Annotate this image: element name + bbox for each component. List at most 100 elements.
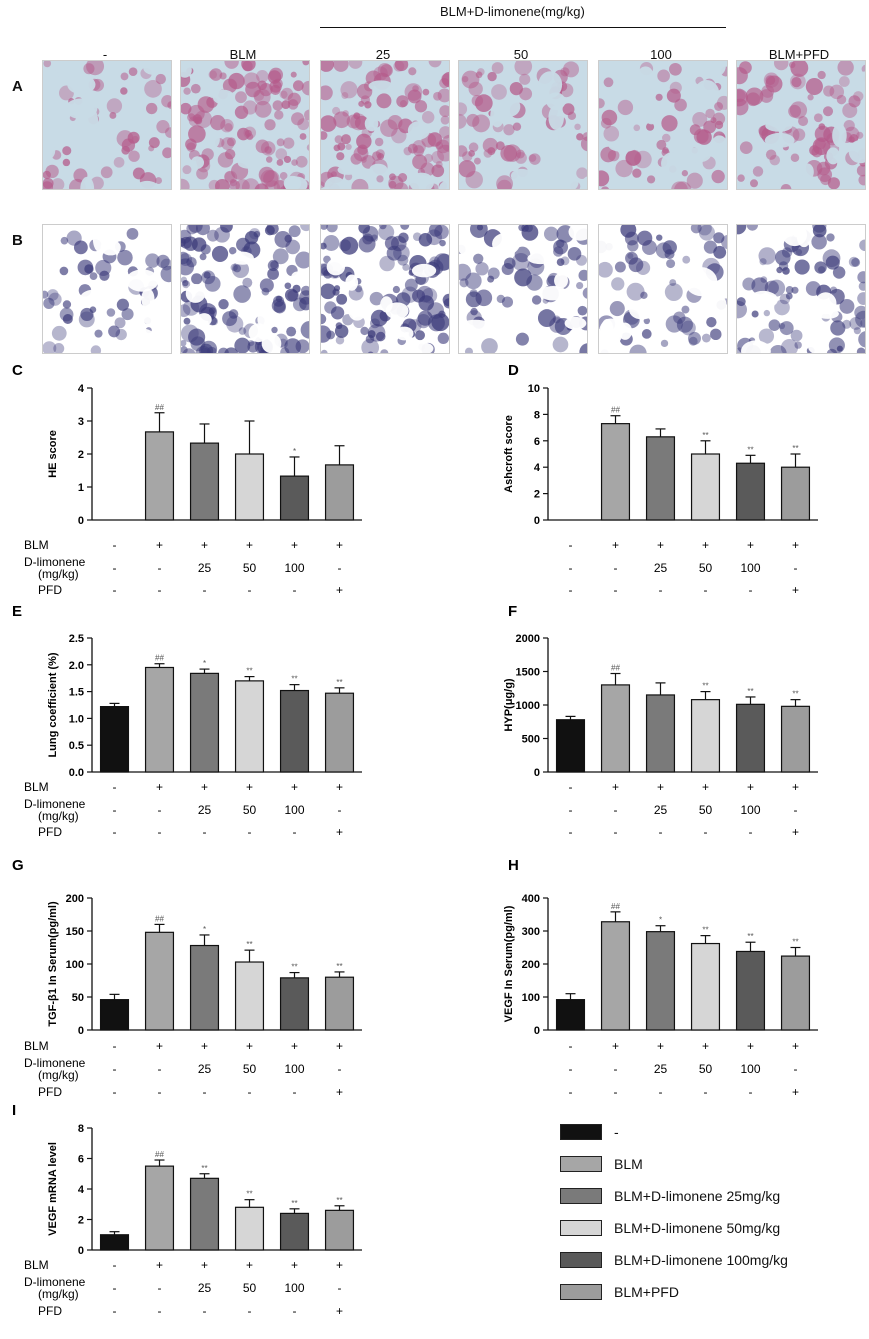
row-value-pfd-E-1: - <box>158 825 162 839</box>
row-value-dlim-G-1: - <box>158 1062 162 1076</box>
bar-C-3 <box>234 453 265 521</box>
row-value-blm-C-2: + <box>201 538 208 552</box>
row-value-blm-C-1: + <box>156 538 163 552</box>
bar-C-4 <box>279 475 310 521</box>
sig-mark-G-5: ** <box>336 962 342 971</box>
y-tick-label-I-2: 4 <box>78 1184 85 1196</box>
row-value-blm-E-5: + <box>336 780 343 794</box>
group-header-line <box>320 27 726 28</box>
row-value-dlim-G-2: 25 <box>198 1062 212 1076</box>
row-value-dlim-C-4: 100 <box>284 561 304 575</box>
bar-F-4 <box>735 703 766 773</box>
row-value-dlim-D-5: - <box>794 561 798 575</box>
sig-mark-H-5: ** <box>792 938 798 947</box>
row-value-blm-F-0: - <box>569 780 573 794</box>
histology-image-he-1 <box>180 60 310 190</box>
row-value-blm-D-0: - <box>569 538 573 552</box>
row-value-pfd-D-3: - <box>704 583 708 597</box>
bar-E-0 <box>99 706 130 773</box>
row-label-dlim-G-0: D-limonene <box>24 1056 86 1070</box>
bar-D-3 <box>690 453 721 521</box>
column-header-4: 100 <box>650 47 672 62</box>
bar-F-2 <box>645 694 676 773</box>
row-value-pfd-C-5: + <box>336 583 343 597</box>
sig-mark-D-5: ** <box>792 444 798 453</box>
bar-E-3 <box>234 680 265 773</box>
row-value-pfd-D-4: - <box>749 583 753 597</box>
bar-F-3 <box>690 699 721 773</box>
chart-C: C 0 1 2 3 4 HE score ## * BLM - + + + + + D-limonene(mg/… <box>12 362 362 597</box>
row-value-pfd-C-3: - <box>248 583 252 597</box>
row-value-pfd-C-4: - <box>293 583 297 597</box>
legend-label-2: BLM+D-limonene 25mg/kg <box>614 1188 781 1204</box>
sig-mark-D-4: ** <box>747 445 753 454</box>
sig-mark-E-4: ** <box>291 675 297 684</box>
y-tick-label-C-1: 1 <box>78 482 84 494</box>
row-value-pfd-I-2: - <box>203 1304 207 1318</box>
bar-H-0 <box>555 999 586 1031</box>
row-value-pfd-I-0: - <box>113 1304 117 1318</box>
row-value-pfd-D-0: - <box>569 583 573 597</box>
sig-mark-H-1: ## <box>611 902 620 911</box>
row-value-dlim-I-2: 25 <box>198 1281 212 1295</box>
row-value-blm-E-3: + <box>246 780 253 794</box>
y-tick-label-C-3: 3 <box>78 416 84 428</box>
y-tick-label-C-0: 0 <box>78 515 84 527</box>
row-value-blm-C-4: + <box>291 538 298 552</box>
row-value-dlim-H-1: - <box>614 1062 618 1076</box>
row-value-blm-I-5: + <box>336 1258 343 1272</box>
bar-G-4 <box>279 977 310 1031</box>
panel-letter-D: D <box>508 362 519 379</box>
row-value-pfd-E-0: - <box>113 825 117 839</box>
sig-mark-F-3: ** <box>702 682 708 691</box>
row-value-pfd-F-3: - <box>704 825 708 839</box>
sig-mark-I-2: ** <box>201 1164 207 1173</box>
row-value-dlim-H-3: 50 <box>699 1062 713 1076</box>
legend-item-1: BLM <box>560 1152 643 1176</box>
histology-image-masson-0 <box>42 224 172 354</box>
panel-letter-E: E <box>12 603 22 620</box>
bar-F-0 <box>555 719 586 773</box>
bar-D-2 <box>645 436 676 521</box>
bar-H-3 <box>690 942 721 1031</box>
y-tick-label-G-4: 200 <box>66 893 84 905</box>
y-tick-label-H-0: 0 <box>534 1025 540 1037</box>
row-value-blm-D-4: + <box>747 538 754 552</box>
y-tick-label-H-4: 400 <box>522 893 540 905</box>
row-value-blm-D-2: + <box>657 538 664 552</box>
chart-D: D 0 2 4 6 8 10 Ashcroft score ## ** ** ** - + + + + + - - 25… <box>503 362 818 597</box>
bar-I-0 <box>99 1234 130 1251</box>
bar-D-4 <box>735 462 766 521</box>
row-value-pfd-H-1: - <box>614 1085 618 1099</box>
row-value-blm-E-0: - <box>113 780 117 794</box>
y-tick-label-F-3: 1500 <box>516 667 540 679</box>
y-tick-label-D-1: 2 <box>534 489 540 501</box>
sig-mark-G-2: * <box>203 925 206 934</box>
y-tick-label-D-0: 0 <box>534 515 540 527</box>
row-value-dlim-D-1: - <box>614 561 618 575</box>
row-value-pfd-G-3: - <box>248 1085 252 1099</box>
y-axis-label-F: HYP(μg/g) <box>503 678 515 732</box>
y-tick-label-D-3: 6 <box>534 436 540 448</box>
row-value-blm-G-1: + <box>156 1039 163 1053</box>
row-value-blm-C-5: + <box>336 538 343 552</box>
row-value-dlim-G-0: - <box>113 1062 117 1076</box>
y-axis-label-E: Lung coefficient (%) <box>47 652 59 757</box>
row-value-pfd-G-1: - <box>158 1085 162 1099</box>
row-value-pfd-E-2: - <box>203 825 207 839</box>
row-value-blm-G-4: + <box>291 1039 298 1053</box>
y-tick-label-D-2: 4 <box>534 462 541 474</box>
row-value-pfd-H-5: + <box>792 1085 799 1099</box>
sig-mark-D-3: ** <box>702 431 708 440</box>
legend-label-0: - <box>614 1124 619 1140</box>
row-label-dlim-C-1: (mg/kg) <box>38 567 79 581</box>
legend-item-4: BLM+D-limonene 100mg/kg <box>560 1248 788 1272</box>
row-value-blm-F-3: + <box>702 780 709 794</box>
row-value-blm-G-0: - <box>113 1039 117 1053</box>
legend-swatch-5 <box>560 1284 602 1300</box>
row-value-blm-C-0: - <box>113 538 117 552</box>
row-label-dlim-I-1: (mg/kg) <box>38 1287 79 1301</box>
y-tick-label-I-4: 8 <box>78 1123 84 1135</box>
legend-item-5: BLM+PFD <box>560 1280 679 1304</box>
